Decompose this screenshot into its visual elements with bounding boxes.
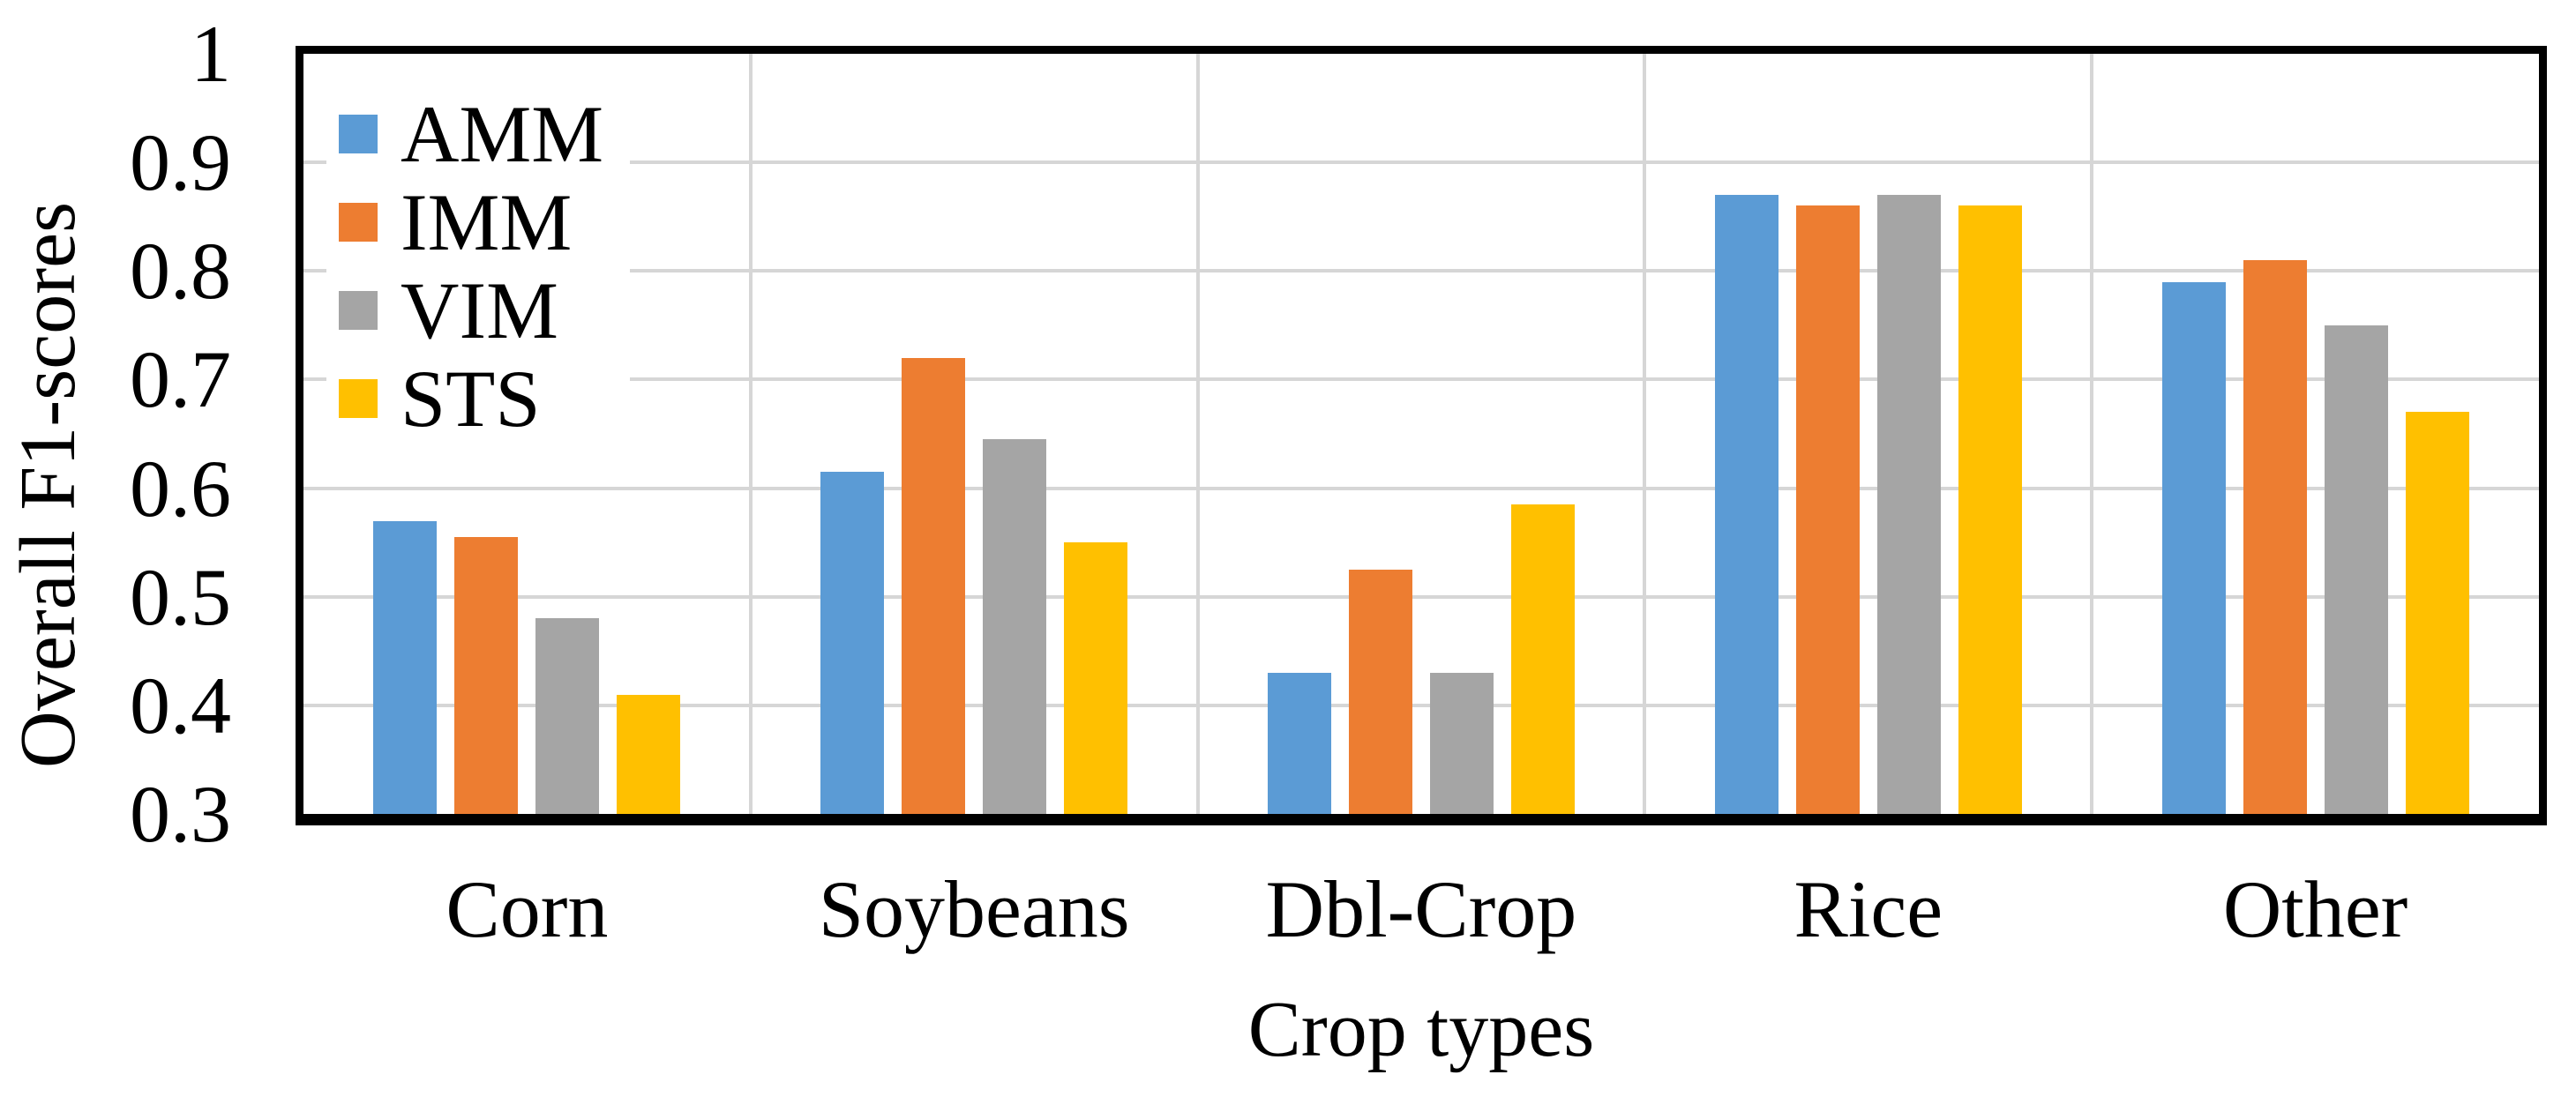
- legend-label: STS: [401, 354, 541, 444]
- bar-VIM-Other: [2324, 325, 2388, 814]
- bar-AMM-Other: [2161, 281, 2226, 814]
- horizontal-gridline: [303, 269, 2539, 273]
- bar-STS-Corn: [617, 694, 681, 814]
- x-category-label-Dbl-Crop: Dbl-Crop: [1265, 864, 1577, 954]
- legend-label: IMM: [401, 177, 573, 267]
- bar-group-Dbl-Crop: [1198, 54, 1645, 814]
- y-tick-label: 0.4: [130, 660, 231, 750]
- bar-AMM-Dbl-Crop: [1267, 672, 1331, 814]
- bar-IMM-Other: [2243, 259, 2307, 814]
- bar-AMM-Corn: [373, 520, 438, 814]
- vertical-gridline: [1643, 54, 1647, 814]
- bar-groups: [303, 54, 2539, 814]
- bar-STS-Soybeans: [1064, 542, 1128, 814]
- plot-inner: AMM IMM VIM STS: [303, 54, 2539, 814]
- bar-IMM-Dbl-Crop: [1348, 569, 1412, 814]
- bar-STS-Rice: [1958, 205, 2022, 814]
- legend-label: VIM: [401, 265, 558, 355]
- bar-AMM-Soybeans: [820, 472, 885, 814]
- bar-group-Other: [2092, 54, 2539, 814]
- x-category-label-Rice: Rice: [1793, 864, 1943, 954]
- x-category-label-Corn: Corn: [446, 864, 609, 954]
- bar-AMM-Rice: [1714, 195, 1778, 814]
- x-category-label-Other: Other: [2222, 864, 2408, 954]
- bar-group-Rice: [1644, 54, 2092, 814]
- legend: AMM IMM VIM STS: [326, 86, 631, 452]
- bar-STS-Other: [2405, 412, 2469, 814]
- legend-item-AMM: AMM: [339, 93, 603, 175]
- legend-item-STS: STS: [339, 357, 603, 440]
- y-tick-label: 0.9: [130, 117, 231, 208]
- horizontal-gridline: [303, 594, 2539, 599]
- y-tick-label: 0.3: [130, 769, 231, 859]
- y-tick-label: 0.5: [130, 551, 231, 642]
- y-tick-label: 1: [191, 9, 231, 99]
- legend-swatch-IMM: [339, 203, 378, 242]
- bar-IMM-Rice: [1795, 205, 1860, 814]
- bar-STS-Dbl-Crop: [1510, 504, 1575, 814]
- vertical-gridline: [748, 54, 753, 814]
- x-category-label-Soybeans: Soybeans: [818, 864, 1130, 954]
- bar-VIM-Corn: [535, 618, 600, 814]
- bar-VIM-Dbl-Crop: [1429, 672, 1494, 814]
- y-tick-label: 0.7: [130, 334, 231, 425]
- bar-IMM-Corn: [454, 537, 519, 814]
- bar-group-Soybeans: [751, 54, 1198, 814]
- bar-VIM-Rice: [1876, 195, 1941, 814]
- horizontal-gridline: [303, 377, 2539, 382]
- horizontal-gridline: [303, 703, 2539, 707]
- legend-item-VIM: VIM: [339, 269, 603, 352]
- y-tick-label: 0.8: [130, 226, 231, 317]
- bar-group-Corn: [303, 54, 751, 814]
- legend-swatch-AMM: [339, 115, 378, 153]
- legend-swatch-VIM: [339, 291, 378, 330]
- vertical-gridline: [2090, 54, 2094, 814]
- x-axis-category-labels: Corn Soybeans Dbl-Crop Rice Other: [303, 869, 2539, 950]
- legend-swatch-STS: [339, 379, 378, 418]
- x-axis-title: Crop types: [1247, 986, 1595, 1073]
- vertical-gridline: [1195, 54, 1200, 814]
- horizontal-gridline: [303, 160, 2539, 165]
- y-tick-label: 0.6: [130, 443, 231, 534]
- horizontal-gridline: [303, 486, 2539, 490]
- bar-VIM-Soybeans: [983, 439, 1047, 814]
- legend-label: AMM: [401, 89, 604, 179]
- bar-IMM-Soybeans: [902, 357, 966, 814]
- legend-item-IMM: IMM: [339, 181, 603, 264]
- plot-area: AMM IMM VIM STS: [296, 46, 2547, 825]
